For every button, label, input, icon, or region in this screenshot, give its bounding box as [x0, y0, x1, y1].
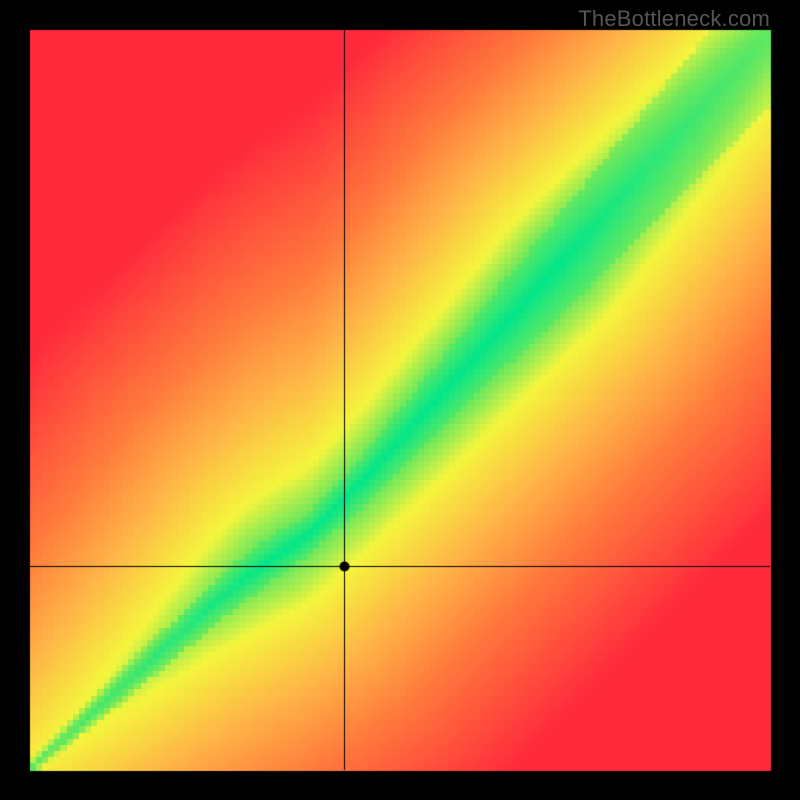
watermark-text: TheBottleneck.com [578, 6, 770, 32]
bottleneck-heatmap [0, 0, 800, 800]
chart-container: TheBottleneck.com [0, 0, 800, 800]
